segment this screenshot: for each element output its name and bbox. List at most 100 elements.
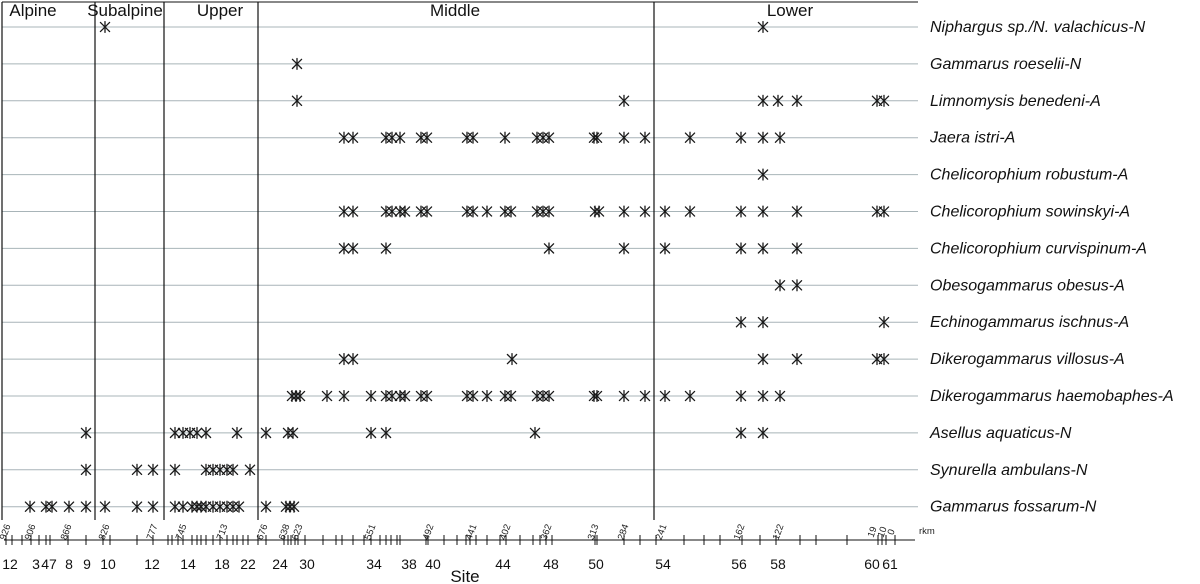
occurrence-marker-jaera-istri-a — [421, 131, 433, 144]
occurrence-marker-echinogammarus-ischnus-a — [735, 316, 747, 329]
site-tick-label: 14 — [180, 556, 196, 572]
occurrence-marker-gammarus-fossarum-n — [24, 500, 36, 513]
occurrence-marker-gammarus-fossarum-n — [147, 500, 159, 513]
rkm-tick-label: 638 — [277, 523, 293, 542]
occurrence-marker-chelicorophium-sowinskyi-a — [505, 205, 517, 218]
occurrence-marker-chelicorophium-sowinskyi-a — [421, 205, 433, 218]
occurrence-marker-echinogammarus-ischnus-a — [757, 316, 769, 329]
occurrence-marker-chelicorophium-curvispinum-a — [543, 242, 555, 255]
rkm-tick-label: 676 — [255, 523, 271, 542]
occurrence-marker-jaera-istri-a — [735, 131, 747, 144]
occurrence-marker-echinogammarus-ischnus-a — [878, 316, 890, 329]
rkm-tick-label: 551 — [363, 523, 379, 542]
gridlines — [2, 26, 918, 508]
occurrence-marker-gammarus-fossarum-n — [233, 500, 245, 513]
occurrence-marker-chelicorophium-sowinskyi-a — [757, 205, 769, 218]
zone-label-alpine: Alpine — [9, 1, 56, 20]
occurrence-marker-jaera-istri-a — [499, 131, 511, 144]
rkm-tick-label: 122 — [771, 523, 787, 542]
rkm-tick-label: 10 — [876, 525, 890, 539]
occurrence-marker-dikerogammarus-haemobaphes-a — [735, 389, 747, 403]
species-label-gammarus-roeselii-n: Gammarus roeselii-N — [930, 56, 1082, 73]
occurrence-marker-limnomysis-benedeni-a — [291, 94, 303, 107]
occurrence-marker-dikerogammarus-haemobaphes-a — [365, 389, 377, 403]
site-tick-label: 47 — [41, 556, 57, 572]
occurrence-marker-gammarus-fossarum-n — [177, 500, 189, 513]
occurrence-marker-chelicorophium-sowinskyi-a — [878, 205, 890, 218]
occurrence-marker-gammarus-roeselii-n — [291, 57, 303, 70]
species-label-dikerogammarus-villosus-a: Dikerogammarus villosus-A — [930, 351, 1125, 368]
occurrence-marker-asellus-aquaticus-n — [529, 426, 541, 439]
site-tick-label: 54 — [655, 556, 671, 572]
occurrence-marker-jaera-istri-a — [684, 131, 696, 144]
x-axis-title: Site — [450, 567, 479, 584]
rkm-tick-label: 0 — [886, 528, 898, 537]
rkm-tick-label: 866 — [59, 523, 75, 542]
rkm-axis-label: rkm — [919, 526, 935, 537]
occurrence-marker-asellus-aquaticus-n — [380, 426, 392, 439]
occurrence-marker-asellus-aquaticus-n — [287, 426, 299, 439]
occurrence-marker-jaera-istri-a — [338, 131, 350, 144]
site-tick-label: 24 — [272, 556, 288, 572]
occurrence-marker-jaera-istri-a — [639, 131, 651, 144]
rkm-tick-label: 313 — [586, 523, 602, 542]
rkm-tick-label: 441 — [464, 523, 480, 542]
occurrence-marker-dikerogammarus-haemobaphes-a — [321, 389, 333, 403]
species-labels: Niphargus sp./N. valachicus-N Gammarus ro… — [929, 19, 1174, 516]
site-tick-label: 18 — [214, 556, 230, 572]
occurrence-marker-dikerogammarus-haemobaphes-a — [467, 389, 479, 403]
occurrence-marker-synurella-ambulans-n — [80, 463, 92, 476]
occurrence-marker-gammarus-fossarum-n — [260, 500, 272, 513]
occurrence-marker-gammarus-fossarum-n — [195, 500, 207, 513]
occurrence-marker-obesogammarus-obesus-a — [791, 279, 803, 292]
occurrence-marker-gammarus-fossarum-n — [186, 500, 198, 513]
occurrence-marker-dikerogammarus-haemobaphes-a — [659, 389, 671, 403]
rkm-tick-label: 826 — [97, 523, 113, 542]
occurrence-marker-gammarus-fossarum-n — [169, 500, 181, 513]
zone-label-upper: Upper — [197, 1, 244, 20]
rkm-tick-label: 906 — [23, 523, 39, 542]
occurrence-marker-dikerogammarus-haemobaphes-a — [757, 389, 769, 403]
zone-boundaries — [1, 1, 918, 520]
occurrence-marker-synurella-ambulans-n — [227, 463, 239, 476]
site-tick-label: 9 — [83, 556, 91, 572]
species-label-synurella-ambulans-n: Synurella ambulans-N — [930, 462, 1088, 479]
occurrence-marker-dikerogammarus-villosus-a — [791, 353, 803, 366]
site-tick-label: 22 — [240, 556, 256, 572]
occurrence-marker-dikerogammarus-villosus-a — [878, 353, 890, 366]
occurrence-marker-dikerogammarus-haemobaphes-a — [386, 389, 398, 403]
zone-labels: Alpine Subalpine Upper Middle Lower — [9, 1, 813, 20]
occurrence-markers — [24, 20, 890, 513]
occurrence-marker-chelicorophium-sowinskyi-a — [467, 205, 479, 218]
occurrence-marker-dikerogammarus-haemobaphes-a — [294, 389, 306, 403]
occurrence-marker-niphargus-sp-n-valachicus-n — [757, 20, 769, 34]
occurrence-marker-jaera-istri-a — [591, 131, 603, 144]
occurrence-marker-dikerogammarus-villosus-a — [506, 353, 518, 366]
occurrence-marker-asellus-aquaticus-n — [365, 426, 377, 439]
occurrence-marker-jaera-istri-a — [757, 131, 769, 144]
species-label-jaera-istri-a: Jaera istri-A — [929, 130, 1015, 147]
site-tick-label: 3 — [32, 556, 40, 572]
rkm-tick-label: 777 — [145, 523, 161, 542]
occurrence-marker-dikerogammarus-haemobaphes-a — [543, 389, 555, 403]
rkm-tick-label: 492 — [421, 523, 437, 542]
species-label-chelicorophium-curvispinum-a: Chelicorophium curvispinum-A — [930, 240, 1147, 257]
occurrence-marker-chelicorophium-sowinskyi-a — [684, 205, 696, 218]
occurrence-marker-jaera-istri-a — [347, 131, 359, 144]
occurrence-marker-gammarus-fossarum-n — [46, 500, 58, 513]
site-tick-label: 44 — [495, 556, 511, 572]
site-tick-label: 38 — [401, 556, 417, 572]
occurrence-marker-dikerogammarus-haemobaphes-a — [338, 389, 350, 403]
occurrence-marker-asellus-aquaticus-n — [735, 426, 747, 439]
site-tick-label: 8 — [65, 556, 73, 572]
site-tick-label: 60 — [864, 556, 880, 572]
occurrence-marker-chelicorophium-curvispinum-a — [380, 242, 392, 255]
rkm-tick-label: 623 — [290, 523, 306, 542]
species-label-niphargus-sp-n-valachicus-n: Niphargus sp./N. valachicus-N — [930, 19, 1146, 36]
rkm-tick-label: 362 — [539, 523, 555, 542]
rkm-tick-label: 19 — [866, 525, 880, 539]
site-tick-label: 12 — [144, 556, 160, 572]
occurrence-marker-asellus-aquaticus-n — [231, 426, 243, 439]
zone-label-middle: Middle — [430, 1, 480, 20]
